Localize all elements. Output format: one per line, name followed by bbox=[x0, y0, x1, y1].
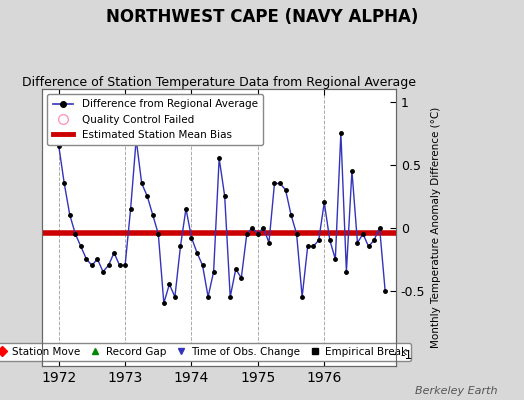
Y-axis label: Monthly Temperature Anomaly Difference (°C): Monthly Temperature Anomaly Difference (… bbox=[431, 107, 441, 348]
Text: NORTHWEST CAPE (NAVY ALPHA): NORTHWEST CAPE (NAVY ALPHA) bbox=[106, 8, 418, 26]
Text: Berkeley Earth: Berkeley Earth bbox=[416, 386, 498, 396]
Title: Difference of Station Temperature Data from Regional Average: Difference of Station Temperature Data f… bbox=[22, 76, 416, 89]
Legend: Station Move, Record Gap, Time of Obs. Change, Empirical Break: Station Move, Record Gap, Time of Obs. C… bbox=[0, 342, 411, 361]
